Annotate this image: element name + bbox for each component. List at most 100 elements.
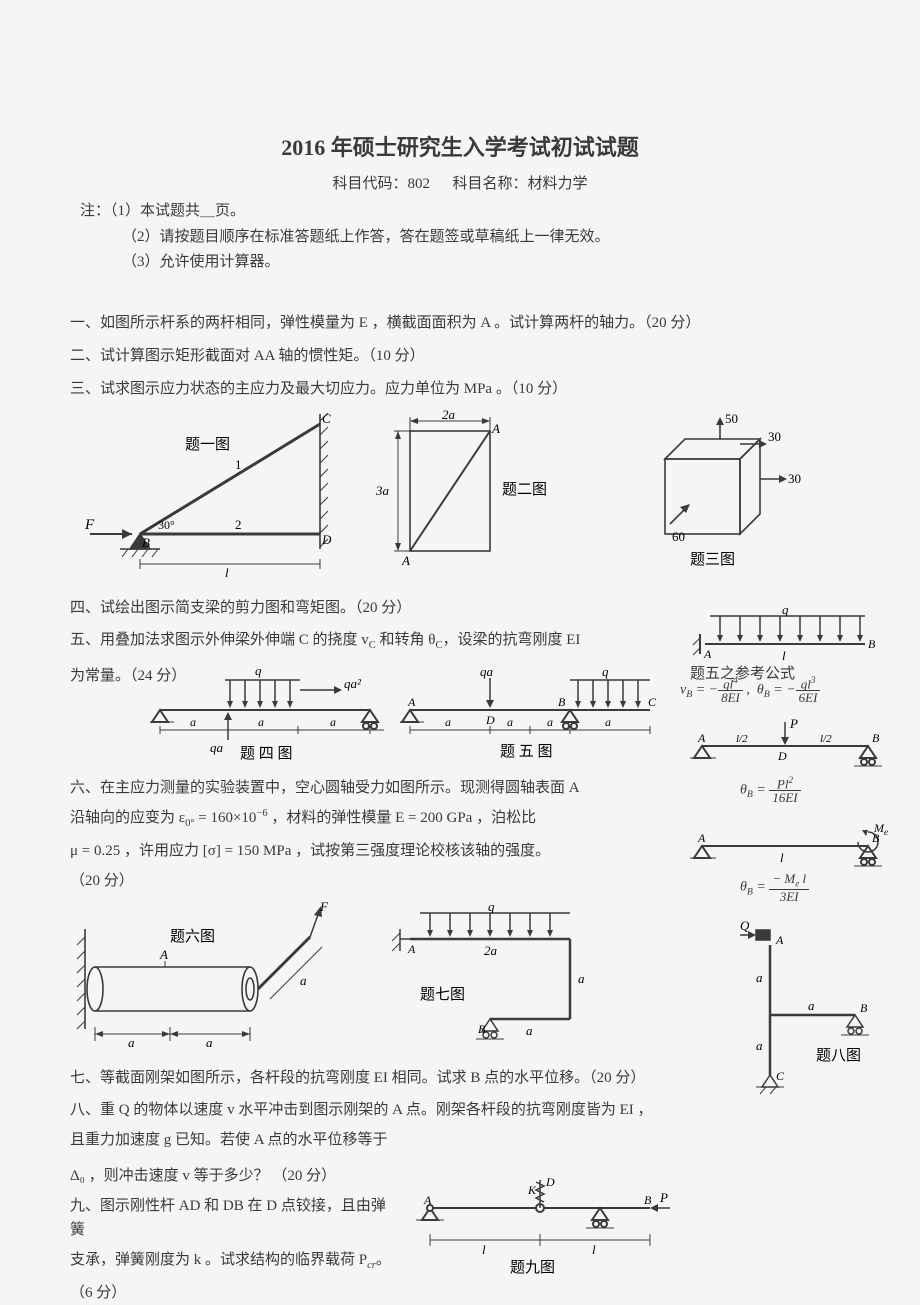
ref2-B: B xyxy=(872,731,880,745)
fig3-label: 题三图 xyxy=(690,551,735,568)
question-8b: 且重力加速度 g 已知。若使 A 点的水平位移等于 xyxy=(70,1128,850,1152)
fig1-l: l xyxy=(225,565,229,579)
fig3-60: 60 xyxy=(672,529,685,544)
fig7-2a: 2a xyxy=(484,943,498,958)
ref-formula-3: A B l Me xyxy=(690,818,890,876)
fig8-C: C xyxy=(776,1069,785,1083)
question-1: 一、如图所示杆系的两杆相同，弹性模量为 E ，横截面面积为 A 。试计算两杆的轴… xyxy=(70,310,850,337)
subject-line: 科目代码：802 科目名称：材料力学 xyxy=(70,172,850,193)
fig7-q: q xyxy=(488,899,495,914)
fig9-A: A xyxy=(423,1193,432,1207)
fig1-2: 2 xyxy=(235,517,242,532)
page-title: 2016 年硕士研究生入学考试初试试题 xyxy=(70,130,850,162)
fig4-a2: a xyxy=(258,715,264,729)
name-label: 科目名称： xyxy=(452,176,527,192)
fig3-30a: 30 xyxy=(768,429,781,444)
fig1-label: 题一图 xyxy=(185,436,230,453)
fig5-label: 题 五 图 xyxy=(500,743,553,760)
fig8-B: B xyxy=(860,1001,868,1015)
fig9-l2: l xyxy=(592,1242,596,1257)
figure-5: A D B C qa q a a a a 题 五 图 xyxy=(400,660,660,760)
ref1-B: B xyxy=(868,637,876,651)
figure-2: 2a 3a A A 题二图 xyxy=(370,409,560,579)
fig7-label: 题七图 xyxy=(420,986,465,1003)
ref2-l2a: l/2 xyxy=(736,733,748,745)
fig2-A2: A xyxy=(401,553,410,568)
question-9c: （6 分） xyxy=(70,1281,400,1305)
ref1-l: l xyxy=(782,648,786,663)
fig4-a1: a xyxy=(190,715,196,729)
fig7-a1: a xyxy=(578,971,585,986)
fig8-a3: a xyxy=(808,998,815,1013)
ref-formula-1: q A B l xyxy=(690,602,890,677)
ref-formula-1-eq: vB = −ql48EI , θB = −ql36EI xyxy=(680,676,820,704)
fig1-F: F xyxy=(84,517,95,533)
subject-name: 材料力学 xyxy=(528,176,588,192)
ref3-A: A xyxy=(697,831,706,845)
fig6-a3: a xyxy=(300,973,307,988)
figure-4: q qa² qa a a a 题 四 图 xyxy=(150,660,390,760)
fig4-label: 题 四 图 xyxy=(240,745,293,760)
fig2-A1: A xyxy=(491,421,500,436)
fig5-a2: a xyxy=(507,715,513,729)
ref3-l: l xyxy=(780,850,784,865)
ref2-P: P xyxy=(789,716,798,731)
figure-7: A B q 2a a a 题七图 xyxy=(380,899,610,1054)
fig1-B: B xyxy=(142,535,150,550)
fig9-D: D xyxy=(545,1175,555,1189)
fig5-a4: a xyxy=(605,715,611,729)
figure-6: F A a a a 题六图 xyxy=(70,899,370,1054)
ref-formula-2: A B D P l/2 l/2 xyxy=(690,716,890,778)
fig8-label: 题八图 xyxy=(816,1047,861,1064)
fig9-l1: l xyxy=(482,1242,486,1257)
note-1: （1）本试题共＿页。 xyxy=(110,203,245,219)
fig5-B: B xyxy=(558,695,566,709)
figure-row-1: F B C D 1 2 30° l 题一图 xyxy=(70,409,850,589)
fig4-q: q xyxy=(255,663,262,678)
question-8c: Δ₀ ，则冲击速度 v 等于多少？ （20 分） xyxy=(70,1164,400,1188)
ref2-A: A xyxy=(697,731,706,745)
fig3-30b: 30 xyxy=(788,471,801,486)
fig4-a3: a xyxy=(330,715,336,729)
fig5-D: D xyxy=(485,713,495,727)
fig6-F: F xyxy=(319,899,329,914)
code: 802 xyxy=(407,176,430,192)
fig1-C: C xyxy=(322,411,331,426)
fig2-h: 3a xyxy=(375,483,390,498)
fig8-a2: a xyxy=(756,1038,763,1053)
fig5-A: A xyxy=(407,695,416,709)
question-9a: 九、图示刚性杆 AD 和 DB 在 D 点铰接，且由弹簧 xyxy=(70,1194,400,1242)
note-2: （2）请按题目顺序在标准答题纸上作答，答在题签或草稿纸上一律无效。 xyxy=(122,225,850,251)
question-3: 三、试求图示应力状态的主应力及最大切应力。应力单位为 MPa 。（10 分） xyxy=(70,376,850,403)
fig7-B: B xyxy=(478,1022,486,1036)
question-2: 二、试计算图示矩形截面对 AA 轴的惯性矩。（10 分） xyxy=(70,343,850,370)
ref-formula-2-eq: θB = Pl216EI xyxy=(740,776,801,804)
fig4-qa: qa xyxy=(210,740,224,755)
code-label: 科目代码： xyxy=(332,176,407,192)
figure-3: 50 30 30 60 题三图 xyxy=(610,409,810,579)
fig8-Q: Q xyxy=(740,920,750,933)
fig5-a3: a xyxy=(547,715,553,729)
figure-row-4: Δ₀ ，则冲击速度 v 等于多少？ （20 分） 九、图示刚性杆 AD 和 DB… xyxy=(70,1158,850,1298)
fig9-label: 题九图 xyxy=(510,1259,555,1276)
ref2-l2b: l/2 xyxy=(820,733,832,745)
ref1-A: A xyxy=(703,647,712,661)
fig6-a2: a xyxy=(206,1035,213,1050)
fig9-B: B xyxy=(644,1193,652,1207)
fig6-A: A xyxy=(159,947,168,962)
fig9-K: K xyxy=(527,1183,537,1197)
fig1-1: 1 xyxy=(235,457,242,472)
fig8-a1: a xyxy=(756,970,763,985)
fig7-A: A xyxy=(407,942,416,956)
fig3-50: 50 xyxy=(725,411,738,426)
ref2-D: D xyxy=(777,749,787,763)
ref-formula-3-eq: θB = − Me l3EI xyxy=(740,872,809,903)
fig5-a1: a xyxy=(445,715,451,729)
fig7-a2: a xyxy=(526,1023,533,1038)
fig4-qa2: qa² xyxy=(344,676,362,691)
fig2-w: 2a xyxy=(442,409,456,422)
fig5-q: q xyxy=(602,664,609,679)
question-6-line1: 六、在主应力测量的实验装置中，空心圆轴受力如图所示。现测得圆轴表面 A xyxy=(70,776,850,800)
question-9b: 支承，弹簧刚度为 k 。试求结构的临界载荷 Pcr。 xyxy=(70,1248,400,1275)
fig8-A: A xyxy=(775,933,784,947)
